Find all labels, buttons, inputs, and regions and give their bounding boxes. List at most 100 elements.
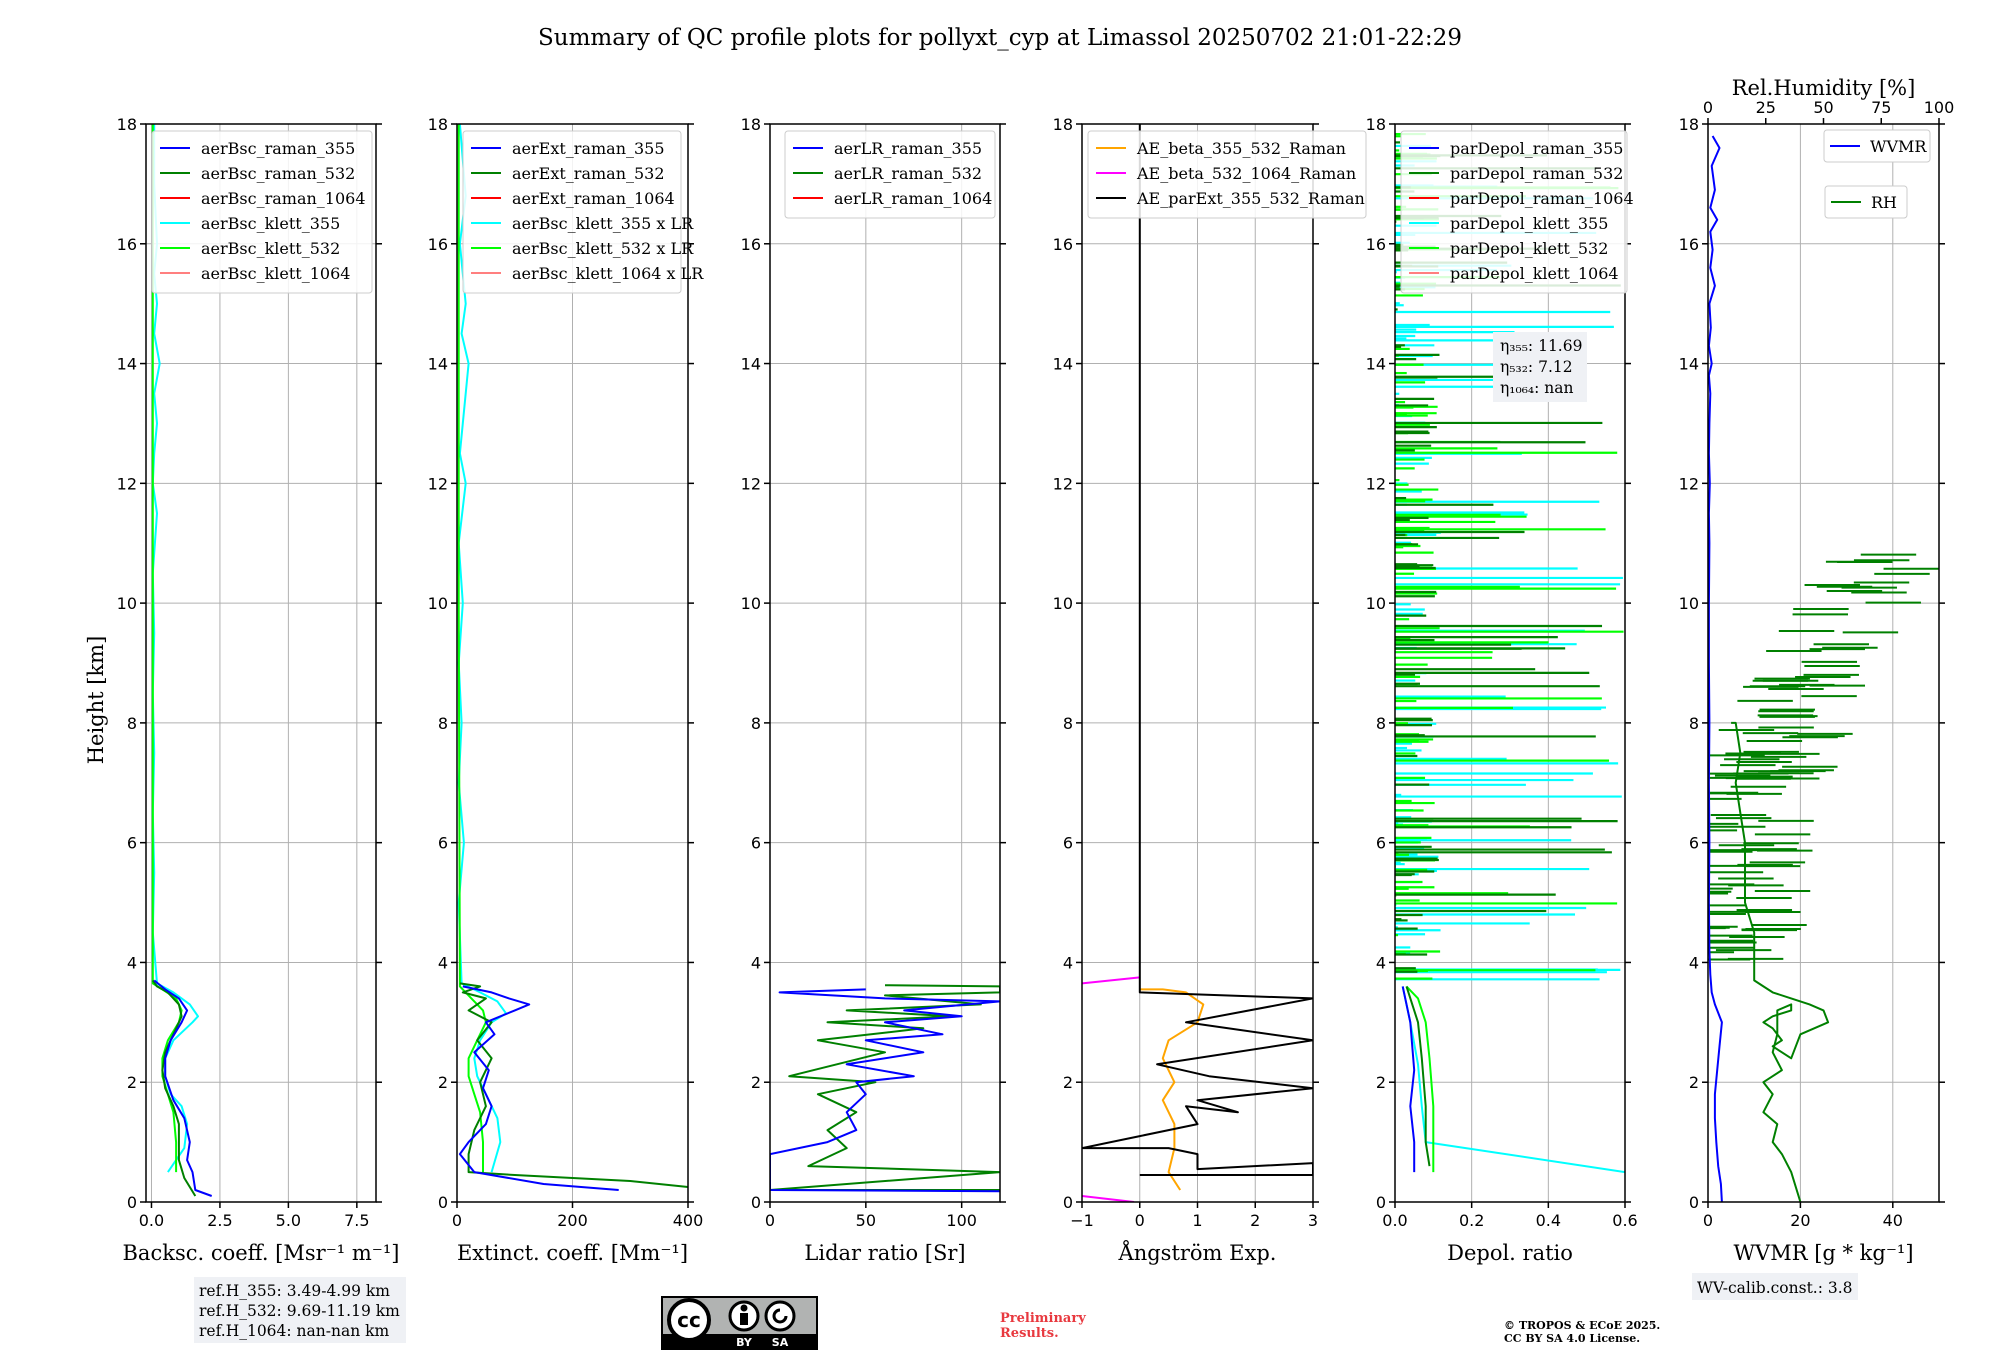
ytick-label: 12 xyxy=(117,474,137,493)
ytick-label: 18 xyxy=(741,115,761,134)
panel-5: 0 2 4 6 8 10 12 14 16 18 0.0 0.2 0.4 0.6 Depol. ratio p… xyxy=(1366,115,1638,1265)
top-xtick-label: 25 xyxy=(1756,98,1776,117)
xtick-label: 20 xyxy=(1790,1211,1810,1230)
xtick-label: 400 xyxy=(673,1211,704,1230)
legend-label: parDepol_klett_355 xyxy=(1450,214,1608,233)
preliminary-line1: Preliminary xyxy=(1000,1311,1086,1326)
ytick-label: 0 xyxy=(1063,1193,1073,1212)
series-line xyxy=(151,979,197,1197)
legend-rh: RH xyxy=(1824,185,1908,219)
ytick-label: 10 xyxy=(1053,594,1073,613)
ytick-label: 16 xyxy=(428,235,448,254)
top-xtick-label: 75 xyxy=(1871,98,1891,117)
ytick-label: 18 xyxy=(117,115,137,134)
ytick-label: 14 xyxy=(741,355,761,374)
ytick-label: 12 xyxy=(741,474,761,493)
x-axis-label: Depol. ratio xyxy=(1447,1241,1573,1265)
ytick-label: 8 xyxy=(1689,714,1699,733)
y-axis-label: Height [km] xyxy=(84,636,108,765)
ytick-label: 2 xyxy=(1376,1073,1386,1092)
panel-1: 0 2 4 6 8 10 12 14 16 18 0.0 2.5 5.0 7.5 Backsc. coeff… xyxy=(117,115,400,1265)
ytick-label: 2 xyxy=(438,1073,448,1092)
legend-label: aerExt_raman_532 xyxy=(512,164,665,183)
ytick-label: 18 xyxy=(1053,115,1073,134)
legend-label: aerBsc_klett_1064 xyxy=(201,264,350,283)
refh-1064: ref.H_1064: nan-nan km xyxy=(199,1322,390,1340)
ytick-label: 0 xyxy=(1376,1193,1386,1212)
ytick-label: 8 xyxy=(1376,714,1386,733)
series-line xyxy=(458,985,619,1191)
top-xtick-label: 100 xyxy=(1924,98,1955,117)
ytick-label: 4 xyxy=(127,953,137,972)
xtick-label: −1 xyxy=(1070,1211,1094,1230)
legend-label: aerExt_raman_355 xyxy=(512,139,665,158)
series-line xyxy=(459,982,688,1188)
top-axis-label: Rel.Humidity [%] xyxy=(1732,76,1916,100)
top-xtick-label: 0 xyxy=(1703,98,1713,117)
ytick-label: 0 xyxy=(751,1193,761,1212)
legend-label: aerBsc_klett_532 x LR xyxy=(512,239,694,258)
ytick-label: 12 xyxy=(1366,474,1386,493)
series-line xyxy=(1082,1195,1135,1202)
annotation-box xyxy=(1493,332,1587,402)
data-layer xyxy=(1082,124,1313,1202)
ytick-label: 18 xyxy=(1366,115,1386,134)
legend-label: AE_beta_532_1064_Raman xyxy=(1136,164,1356,183)
legend-label: parDepol_klett_532 xyxy=(1450,239,1608,258)
ytick-label: 16 xyxy=(741,235,761,254)
xtick-label: 0.6 xyxy=(1612,1211,1637,1230)
x-axis-label: Extinct. coeff. [Mm⁻¹] xyxy=(457,1241,688,1265)
ytick-label: 8 xyxy=(1063,714,1073,733)
sa-share-icon xyxy=(764,1300,796,1332)
xtick-label: 50 xyxy=(856,1211,876,1230)
panel-3: 0 2 4 6 8 10 12 14 16 18 0 50 100 Lidar ratio [Sr] aer… xyxy=(741,115,1006,1265)
series-line xyxy=(153,979,213,1197)
legend-label: aerLR_raman_532 xyxy=(834,164,982,183)
ytick-label: 6 xyxy=(1689,834,1699,853)
preliminary-line2: Results. xyxy=(1000,1326,1059,1341)
legend-box xyxy=(151,130,373,294)
ytick-label: 6 xyxy=(751,834,761,853)
legend-label: parDepol_raman_355 xyxy=(1450,139,1623,158)
legend-label: aerBsc_klett_1064 x LR xyxy=(512,264,704,283)
xtick-label: 0 xyxy=(1135,1211,1145,1230)
legend-label: parDepol_klett_1064 xyxy=(1450,264,1619,283)
xtick-label: 0.2 xyxy=(1459,1211,1484,1230)
xtick-label: 2.5 xyxy=(207,1211,232,1230)
legend-label: aerBsc_raman_355 xyxy=(201,139,355,158)
legend-box xyxy=(784,130,996,219)
series-line xyxy=(1731,721,1830,1202)
ytick-label: 4 xyxy=(1689,953,1699,972)
ytick-label: 8 xyxy=(438,714,448,733)
series-line xyxy=(1401,986,1625,1174)
axes-frame xyxy=(769,123,1001,1203)
x-axis-label: Ångström Exp. xyxy=(1118,1240,1277,1265)
annotation-line: η₅₃₂: 7.12 xyxy=(1500,358,1573,376)
ytick-label: 10 xyxy=(741,594,761,613)
ytick-label: 2 xyxy=(751,1073,761,1092)
ytick-label: 0 xyxy=(127,1193,137,1212)
data-layer xyxy=(151,124,213,1197)
axes-frame xyxy=(1707,123,1940,1203)
legend-label: AE_parExt_355_532_Raman xyxy=(1136,189,1365,208)
ytick-label: 14 xyxy=(1366,355,1386,374)
ytick-label: 14 xyxy=(428,355,448,374)
ytick-label: 12 xyxy=(1053,474,1073,493)
x-axis-label: Backsc. coeff. [Msr⁻¹ m⁻¹] xyxy=(123,1241,400,1265)
ytick-label: 18 xyxy=(428,115,448,134)
xtick-label: 100 xyxy=(946,1211,977,1230)
x-axis-label: Lidar ratio [Sr] xyxy=(804,1241,965,1265)
series-line xyxy=(770,988,1000,1193)
xtick-label: 2 xyxy=(1250,1211,1260,1230)
axes-frame xyxy=(145,123,377,1203)
legend-label: aerLR_raman_1064 xyxy=(834,189,992,208)
legend-box xyxy=(1824,185,1908,219)
legend-label: aerBsc_raman_532 xyxy=(201,164,355,183)
series-line xyxy=(1405,986,1431,1167)
data-layer xyxy=(770,984,1000,1193)
panel-2: 0 2 4 6 8 10 12 14 16 18 0 200 400 Extinct. coeff. [M… xyxy=(428,115,705,1265)
wv-calib-box xyxy=(1692,1273,1858,1300)
axes-frame xyxy=(1394,123,1626,1203)
